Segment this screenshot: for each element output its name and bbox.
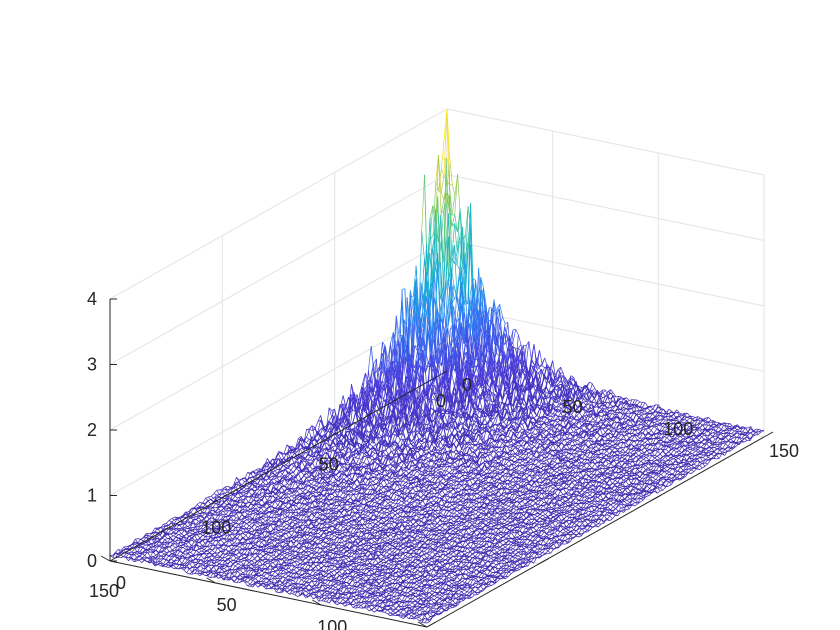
mesh-segment <box>452 184 455 195</box>
mesh-segment <box>571 379 574 381</box>
mesh-segment <box>592 384 595 389</box>
mesh-segment <box>458 174 461 214</box>
grid-line <box>447 109 764 175</box>
mesh-segment <box>518 345 521 349</box>
mesh-segment <box>561 367 564 373</box>
mesh-segment <box>450 156 453 185</box>
surface-mesh <box>110 109 764 623</box>
mesh-segment <box>306 439 309 442</box>
mesh-segment <box>496 353 499 356</box>
mesh-segment <box>306 430 309 437</box>
mesh-segment <box>346 397 349 406</box>
mesh-segment <box>592 388 595 390</box>
grid-line <box>110 175 447 365</box>
mesh-segment <box>452 196 455 216</box>
mesh-segment <box>542 358 545 366</box>
grid-line <box>447 240 764 306</box>
mesh-segment <box>457 276 460 298</box>
mesh-segment <box>465 299 468 304</box>
mesh-segment <box>441 139 444 169</box>
mesh-segment <box>372 413 375 424</box>
mesh-segment <box>529 341 532 360</box>
mesh-segment <box>441 192 444 199</box>
mesh-segment <box>590 382 593 384</box>
mesh-segment <box>513 329 516 342</box>
mesh-segment <box>516 329 519 334</box>
mesh-segment <box>579 387 582 388</box>
mesh-segment <box>306 437 309 439</box>
mesh-segment <box>306 443 309 445</box>
grid-line <box>447 175 764 241</box>
mesh-segment <box>557 382 560 385</box>
mesh-segment <box>422 231 425 259</box>
mesh-segment <box>518 335 521 345</box>
mesh-segment <box>571 376 574 378</box>
grid-line <box>110 109 447 299</box>
mesh-segment <box>329 417 332 420</box>
mesh-segment <box>320 435 323 436</box>
mesh-segment <box>518 348 521 350</box>
mesh-segment <box>452 373 455 386</box>
mesh-segment <box>540 350 543 364</box>
mesh-segment <box>441 176 444 192</box>
mesh-segment <box>542 366 545 368</box>
mesh-segment <box>457 265 460 270</box>
mesh-segment <box>402 289 405 290</box>
mesh-segment <box>422 175 425 231</box>
mesh-segment <box>544 364 547 376</box>
mesh-segment <box>353 412 356 422</box>
mesh-segment <box>432 399 435 400</box>
mesh-segment <box>441 169 444 177</box>
